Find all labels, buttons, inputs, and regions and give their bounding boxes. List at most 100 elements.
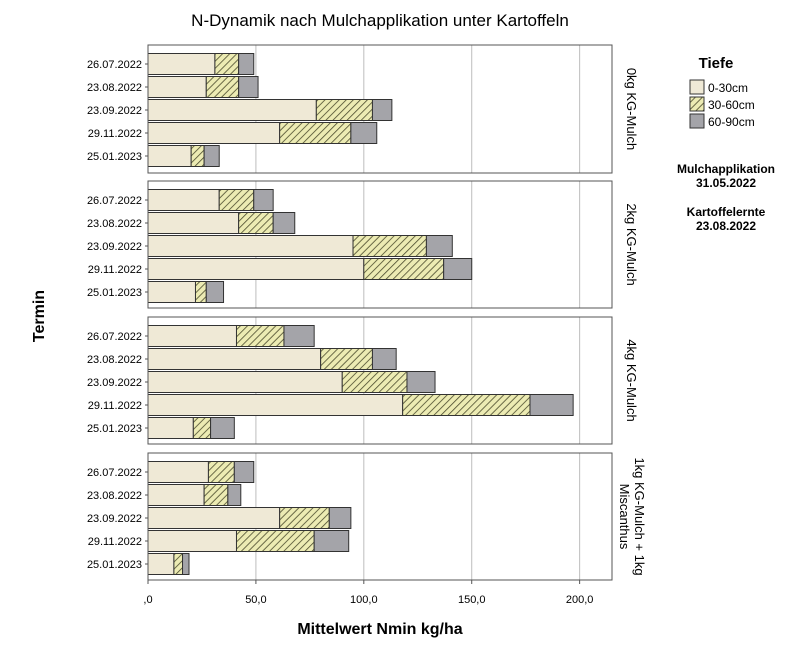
bar-30-60cm — [214, 53, 240, 75]
bar-60-90cm — [529, 394, 574, 416]
bar-0-30cm — [147, 325, 237, 347]
bar-30-60cm — [235, 530, 315, 552]
bar-30-60cm — [320, 348, 373, 370]
x-tick-label: ,0 — [143, 594, 152, 606]
x-tick-label: 100,0 — [350, 594, 378, 606]
bar-30-60cm — [352, 235, 427, 257]
legend-label: 30-60cm — [708, 98, 755, 112]
bar-30-60cm — [315, 99, 373, 121]
y-tick-label: 23.09.2022 — [87, 377, 142, 389]
bar-60-90cm — [371, 348, 397, 370]
bar-30-60cm — [363, 258, 445, 280]
panel-label: 2kg KG-Mulch — [624, 203, 639, 285]
bar-30-60cm — [279, 507, 330, 529]
y-tick-label: 25.01.2023 — [87, 423, 142, 435]
bar-30-60cm — [173, 553, 184, 575]
y-tick-label: 29.11.2022 — [88, 400, 142, 412]
y-tick-label: 26.07.2022 — [87, 467, 142, 479]
panel-label-line: 1kg KG-Mulch + 1kg — [632, 457, 647, 575]
bar-0-30cm — [147, 530, 237, 552]
bar-60-90cm — [210, 417, 235, 439]
bar-60-90cm — [350, 122, 378, 144]
bar-30-60cm — [341, 371, 408, 393]
bar-30-60cm — [218, 189, 255, 211]
y-tick-label: 23.09.2022 — [87, 105, 142, 117]
bar-60-90cm — [328, 507, 352, 529]
y-tick-label: 25.01.2023 — [87, 151, 142, 163]
bar-60-90cm — [425, 235, 453, 257]
y-tick-label: 23.08.2022 — [87, 218, 142, 230]
y-tick-label: 23.09.2022 — [87, 513, 142, 525]
bar-30-60cm — [207, 461, 235, 483]
bar-0-30cm — [147, 553, 175, 575]
panel-label: 0kg KG-Mulch — [624, 68, 639, 150]
bar-0-30cm — [147, 281, 196, 303]
bar-60-90cm — [371, 99, 393, 121]
legend-label: 60-90cm — [708, 115, 755, 129]
bar-0-30cm — [147, 145, 192, 167]
y-tick-label: 26.07.2022 — [87, 331, 142, 343]
x-tick-label: 200,0 — [566, 594, 594, 606]
y-tick-label: 23.09.2022 — [87, 241, 142, 253]
bar-0-30cm — [147, 53, 216, 75]
bar-30-60cm — [192, 417, 212, 439]
bar-60-90cm — [238, 53, 255, 75]
bar-0-30cm — [147, 417, 194, 439]
bar-0-30cm — [147, 258, 365, 280]
legend-title: Tiefe — [699, 55, 734, 72]
y-tick-label: 23.08.2022 — [87, 490, 142, 502]
annotation-line: 23.08.2022 — [696, 219, 756, 233]
bar-60-90cm — [203, 145, 220, 167]
bar-60-90cm — [227, 484, 242, 506]
bar-0-30cm — [147, 484, 205, 506]
bar-0-30cm — [147, 394, 404, 416]
bar-30-60cm — [279, 122, 352, 144]
bar-60-90cm — [182, 553, 190, 575]
bar-0-30cm — [147, 122, 281, 144]
bar-60-90cm — [253, 189, 274, 211]
y-tick-label: 25.01.2023 — [87, 559, 142, 571]
bar-0-30cm — [147, 461, 209, 483]
legend-swatch-60-90cm — [689, 113, 705, 129]
y-tick-label: 29.11.2022 — [88, 264, 142, 276]
bar-0-30cm — [147, 76, 207, 98]
legend-label: 0-30cm — [708, 81, 748, 95]
bar-30-60cm — [203, 484, 229, 506]
annotation-line: Kartoffelernte — [687, 205, 766, 219]
bar-0-30cm — [147, 189, 220, 211]
y-tick-label: 26.07.2022 — [87, 195, 142, 207]
y-tick-label: 23.08.2022 — [87, 82, 142, 94]
bar-60-90cm — [313, 530, 350, 552]
legend-swatch-30-60cm — [689, 96, 705, 112]
chart-title: N-Dynamik nach Mulchapplikation unter Ka… — [191, 11, 569, 30]
bar-0-30cm — [147, 371, 343, 393]
legend-swatch-0-30cm — [689, 79, 705, 95]
annotation-line: Mulchapplikation — [677, 162, 775, 176]
bar-30-60cm — [402, 394, 531, 416]
y-tick-label: 25.01.2023 — [87, 287, 142, 299]
bar-60-90cm — [283, 325, 315, 347]
bar-0-30cm — [147, 348, 322, 370]
bar-0-30cm — [147, 235, 354, 257]
bar-30-60cm — [205, 76, 240, 98]
y-tick-label: 26.07.2022 — [87, 59, 142, 71]
bar-60-90cm — [238, 76, 259, 98]
bar-60-90cm — [205, 281, 225, 303]
panel-label-line: 2kg KG-Mulch — [624, 203, 639, 285]
y-tick-label: 23.08.2022 — [87, 354, 142, 366]
bar-30-60cm — [238, 212, 274, 234]
panel-label-line: 0kg KG-Mulch — [624, 68, 639, 150]
y-tick-label: 29.11.2022 — [88, 536, 142, 548]
x-tick-label: 150,0 — [458, 594, 486, 606]
bar-60-90cm — [272, 212, 296, 234]
bar-30-60cm — [190, 145, 205, 167]
panel-label-line: Miscanthus — [617, 484, 632, 550]
y-axis-title: Termin — [31, 290, 48, 342]
bar-0-30cm — [147, 99, 317, 121]
bar-60-90cm — [233, 461, 255, 483]
bar-30-60cm — [235, 325, 285, 347]
annotation-line: 31.05.2022 — [696, 176, 756, 190]
bar-0-30cm — [147, 507, 281, 529]
panel-label-line: 4kg KG-Mulch — [624, 339, 639, 421]
